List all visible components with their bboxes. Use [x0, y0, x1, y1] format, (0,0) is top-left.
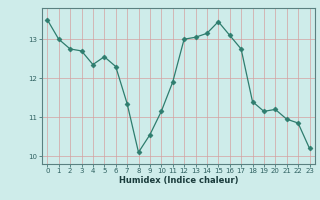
X-axis label: Humidex (Indice chaleur): Humidex (Indice chaleur) [119, 176, 238, 185]
